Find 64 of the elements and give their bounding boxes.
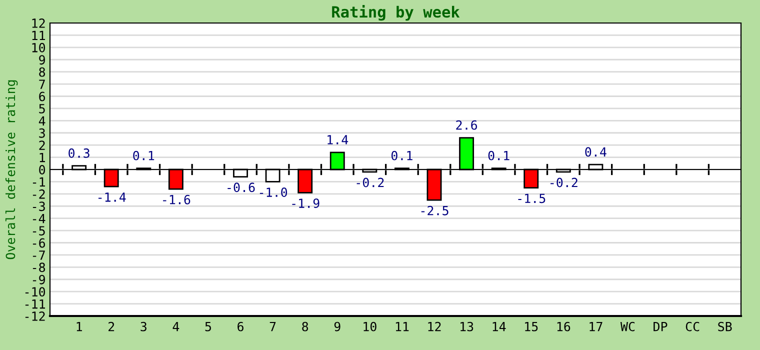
y-tick-label: -5 <box>32 226 45 236</box>
y-tick-label: -3 <box>32 202 45 212</box>
y-tick-label: -12 <box>25 312 45 321</box>
x-tick-label: 8 <box>302 322 308 332</box>
y-tick-label: -7 <box>32 250 45 260</box>
y-tick-label: 12 <box>32 18 45 28</box>
data-label: 0.1 <box>391 150 412 160</box>
x-tick-label: 12 <box>428 322 441 332</box>
y-tick-label: -10 <box>25 287 46 297</box>
y-tick-label: -11 <box>25 299 45 309</box>
data-label: -0.2 <box>356 178 384 188</box>
x-tick-label: 14 <box>492 322 506 332</box>
y-tick-label: 2 <box>39 140 45 150</box>
y-tick-label: -4 <box>32 214 46 224</box>
y-tick-label: 9 <box>39 55 45 65</box>
y-tick-label: 5 <box>39 104 45 114</box>
data-label: -1.9 <box>292 198 320 208</box>
x-tick-label: 9 <box>334 322 340 332</box>
y-tick-label: 7 <box>39 80 45 89</box>
y-tick-label: -2 <box>32 189 45 199</box>
data-label: -1.6 <box>163 194 190 204</box>
x-tick-label: 1 <box>76 322 82 332</box>
x-tick-label: 6 <box>238 322 244 332</box>
x-tick-label: 10 <box>364 322 376 332</box>
x-tick-label: SB <box>718 322 732 332</box>
y-tick-label: 8 <box>39 67 46 77</box>
x-tick-label: 11 <box>396 322 409 332</box>
x-tick-label: DP <box>654 322 668 332</box>
data-label: 0.1 <box>133 150 154 160</box>
y-tick-label: -6 <box>32 238 46 248</box>
x-tick-label: 5 <box>205 322 211 332</box>
y-axis-title: Overall defensive rating <box>5 80 18 260</box>
y-tick-label: 11 <box>32 30 45 40</box>
x-tick-label: 15 <box>525 322 538 332</box>
data-label: 0.3 <box>68 148 90 158</box>
x-tick-label: 13 <box>460 322 474 332</box>
data-label: -0.6 <box>228 182 255 192</box>
data-label: -1.4 <box>98 192 126 202</box>
data-label: 0.4 <box>585 147 606 157</box>
y-tick-label: -8 <box>32 262 46 272</box>
y-tick-label: -1 <box>32 177 45 186</box>
x-tick-label: 7 <box>270 322 276 332</box>
data-label: -1.0 <box>260 188 288 198</box>
data-label: 0.1 <box>488 150 510 160</box>
data-label: -0.2 <box>550 178 578 188</box>
y-tick-label: 10 <box>32 42 46 52</box>
chart-title: Rating by week <box>332 5 460 21</box>
y-tick-label: 0 <box>39 165 46 174</box>
x-tick-label: 3 <box>140 322 146 332</box>
x-tick-label: WC <box>620 322 635 332</box>
data-label: -1.5 <box>518 194 546 204</box>
x-tick-label: 16 <box>557 322 570 332</box>
x-tick-label: CC <box>686 322 700 332</box>
y-tick-label: -9 <box>32 274 45 284</box>
y-tick-label: 3 <box>39 128 45 138</box>
x-tick-label: 4 <box>172 322 180 332</box>
y-tick-label: 6 <box>39 92 46 102</box>
y-tick-label: 1 <box>40 152 45 162</box>
y-tick-label: 4 <box>38 116 46 126</box>
data-label: 1.4 <box>328 135 348 144</box>
data-label: -2.5 <box>421 206 448 216</box>
x-tick-label: 2 <box>108 322 114 332</box>
data-label: 2.6 <box>456 120 478 130</box>
x-tick-label: 17 <box>590 322 602 332</box>
